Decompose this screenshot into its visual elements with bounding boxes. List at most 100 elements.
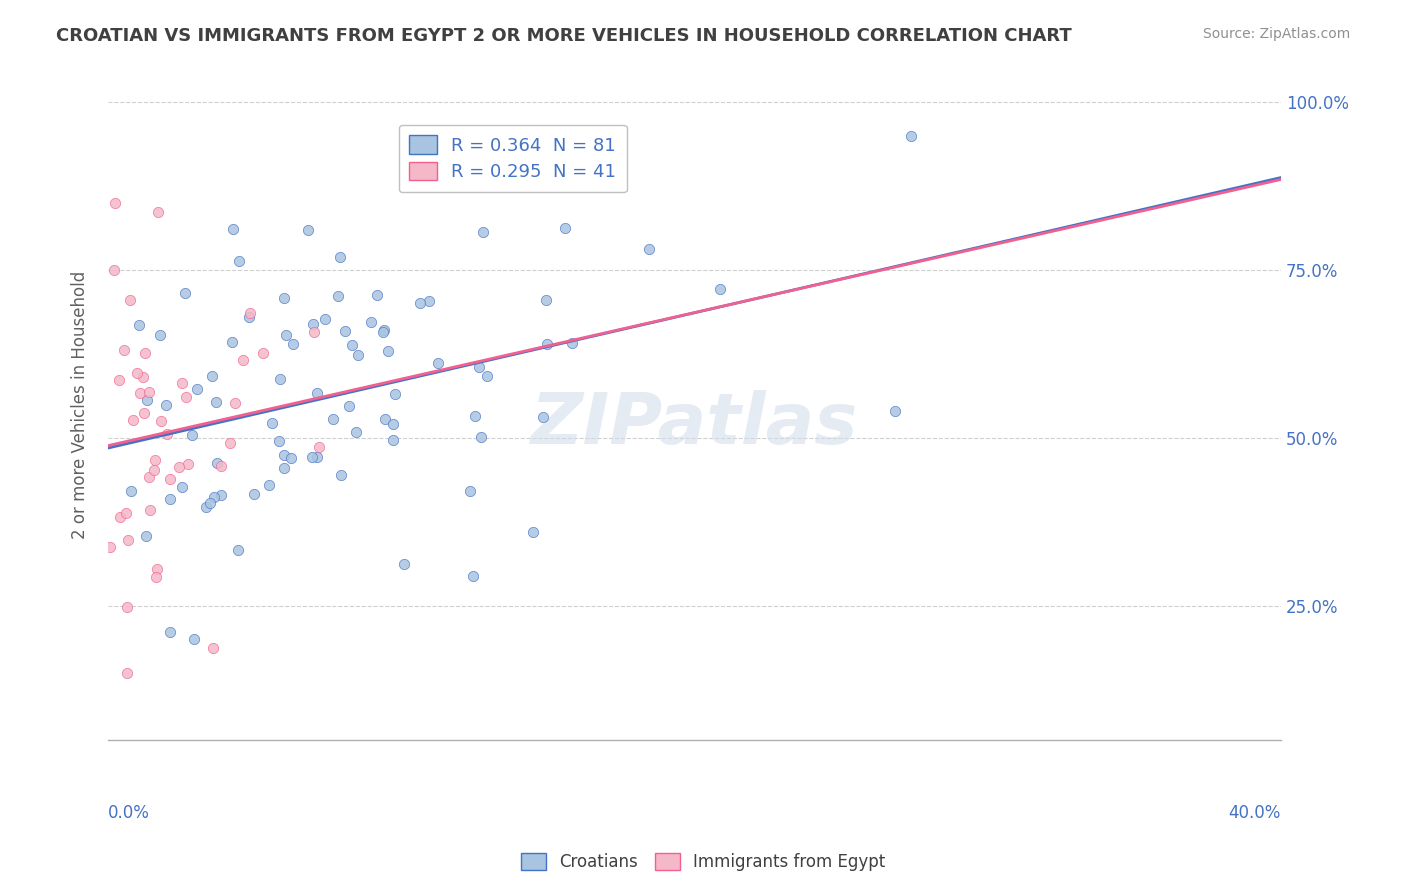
- Text: 0.0%: 0.0%: [108, 804, 150, 822]
- Point: [384, 387, 406, 401]
- Point: [366, 288, 388, 302]
- Point: [186, 382, 208, 396]
- Point: [257, 478, 280, 492]
- Point: [471, 225, 494, 239]
- Point: [159, 624, 181, 639]
- Point: [392, 558, 415, 572]
- Point: [373, 323, 395, 337]
- Point: [534, 293, 557, 308]
- Point: [238, 310, 260, 324]
- Point: [125, 366, 148, 380]
- Point: [560, 336, 582, 351]
- Point: [305, 450, 328, 465]
- Point: [143, 453, 166, 467]
- Point: [170, 376, 193, 390]
- Point: [382, 433, 405, 447]
- Text: Source: ZipAtlas.com: Source: ZipAtlas.com: [1202, 27, 1350, 41]
- Point: [360, 315, 382, 329]
- Point: [145, 562, 167, 576]
- Point: [342, 337, 364, 351]
- Point: [470, 430, 492, 444]
- Point: [709, 281, 731, 295]
- Point: [115, 666, 138, 681]
- Point: [201, 641, 224, 656]
- Y-axis label: 2 or more Vehicles in Household: 2 or more Vehicles in Household: [72, 270, 89, 539]
- Point: [114, 507, 136, 521]
- Point: [374, 412, 396, 426]
- Point: [159, 492, 181, 507]
- Point: [228, 253, 250, 268]
- Point: [202, 490, 225, 504]
- Point: [371, 325, 394, 339]
- Point: [138, 470, 160, 484]
- Point: [128, 318, 150, 332]
- Point: [207, 456, 229, 470]
- Point: [146, 204, 169, 219]
- Point: [260, 416, 283, 430]
- Point: [145, 570, 167, 584]
- Point: [172, 481, 194, 495]
- Point: [329, 250, 352, 264]
- Point: [169, 460, 191, 475]
- Point: [301, 450, 323, 464]
- Point: [283, 337, 305, 351]
- Point: [134, 407, 156, 421]
- Point: [194, 500, 217, 515]
- Point: [183, 632, 205, 647]
- Point: [209, 458, 232, 473]
- Point: [329, 468, 352, 483]
- Point: [273, 460, 295, 475]
- Point: [98, 540, 121, 554]
- Point: [418, 293, 440, 308]
- Point: [155, 398, 177, 412]
- Point: [468, 359, 491, 374]
- Point: [335, 324, 357, 338]
- Point: [205, 395, 228, 409]
- Point: [305, 385, 328, 400]
- Point: [174, 286, 197, 301]
- Point: [176, 457, 198, 471]
- Point: [297, 223, 319, 237]
- Point: [314, 312, 336, 326]
- Point: [302, 325, 325, 339]
- Point: [221, 334, 243, 349]
- Point: [252, 346, 274, 360]
- Point: [134, 346, 156, 360]
- Point: [409, 296, 432, 310]
- Point: [121, 413, 143, 427]
- Point: [139, 502, 162, 516]
- Point: [132, 370, 155, 384]
- Point: [637, 242, 659, 256]
- Point: [103, 263, 125, 277]
- Point: [377, 343, 399, 358]
- Point: [274, 327, 297, 342]
- Point: [475, 368, 498, 383]
- Point: [115, 600, 138, 615]
- Point: [239, 306, 262, 320]
- Point: [531, 410, 554, 425]
- Point: [280, 451, 302, 466]
- Point: [176, 390, 198, 404]
- Point: [104, 195, 127, 210]
- Point: [201, 368, 224, 383]
- Point: [269, 372, 291, 386]
- Point: [138, 384, 160, 399]
- Point: [522, 525, 544, 540]
- Point: [149, 414, 172, 428]
- Point: [322, 412, 344, 426]
- Point: [347, 348, 370, 362]
- Point: [273, 291, 295, 305]
- Point: [135, 529, 157, 543]
- Point: [273, 448, 295, 462]
- Text: CROATIAN VS IMMIGRANTS FROM EGYPT 2 OR MORE VEHICLES IN HOUSEHOLD CORRELATION CH: CROATIAN VS IMMIGRANTS FROM EGYPT 2 OR M…: [56, 27, 1071, 45]
- Point: [269, 434, 291, 449]
- Point: [108, 509, 131, 524]
- Point: [222, 222, 245, 236]
- Point: [136, 393, 159, 408]
- Point: [209, 488, 232, 502]
- Point: [232, 352, 254, 367]
- Point: [326, 289, 349, 303]
- Point: [129, 385, 152, 400]
- Point: [120, 484, 142, 499]
- Point: [198, 496, 221, 510]
